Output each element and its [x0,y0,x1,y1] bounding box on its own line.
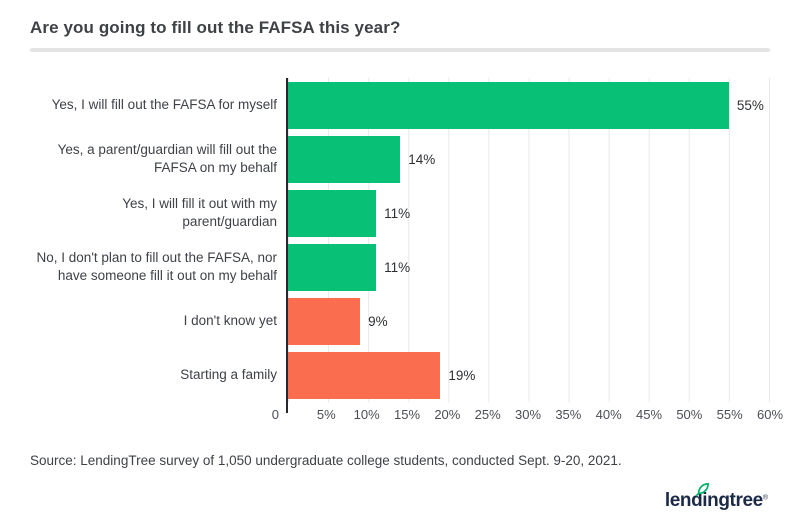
bar-row: 19% [288,348,769,402]
x-tick: 50% [676,407,703,422]
x-tick: 20% [434,407,461,422]
x-tick: 30% [514,407,542,422]
x-axis-ticks: 0 5% 10% 15% 20% 25% 30% 35% 40% 45% 50% 55% 60% [272,402,783,426]
title-divider [30,48,770,52]
x-tick: 10% [353,407,380,422]
category-label: Starting a family [180,367,277,383]
footer: lendingtree® [30,483,770,512]
plot-area: 55% 14% 11% 11% 9% 19% [286,78,770,402]
bar [288,297,361,345]
bar-row: 11% [288,240,769,294]
bar-value-label: 11% [384,205,411,221]
page-title: Are you going to fill out the FAFSA this… [30,18,401,37]
bar-row: 9% [288,294,769,348]
category-label: Yes, a parent/guardian will fill out the… [57,142,277,175]
x-tick: 0 [271,407,279,422]
bar [288,189,377,237]
trademark-symbol: ® [762,494,768,502]
category-label: Yes, I will fill it out with my parent/g… [122,196,277,229]
x-tick: 40% [595,407,622,422]
bar-value-label: 9% [368,313,388,329]
x-tick: 55% [716,407,743,422]
bar-chart: Yes, I will fill out the FAFSA for mysel… [30,78,783,426]
category-label: No, I don't plan to fill out the FAFSA, … [36,250,277,283]
bar-value-label: 55% [736,97,764,113]
category-label: Yes, I will fill out the FAFSA for mysel… [51,97,277,113]
bar-value-label: 11% [384,259,411,275]
category-label: I don't know yet [183,313,277,329]
bar [288,243,377,291]
lendingtree-logo: lendingtree® [664,483,768,512]
source-note: Source: LendingTree survey of 1,050 unde… [30,453,622,468]
category-labels-column: Yes, I will fill out the FAFSA for mysel… [30,78,286,426]
plot-column: 55% 14% 11% 11% 9% 19% 0 5% 10% 15% 20% 25% 30% 35% 4… [272,78,783,426]
x-tick: 35% [555,407,582,422]
logo-text: lendingtree [664,490,763,511]
bar-value-label: 19% [448,367,476,383]
bar [288,135,401,183]
x-tick: 25% [474,407,501,422]
bar-row: 14% [288,132,769,186]
bar [288,81,729,129]
x-tick: 5% [316,407,336,422]
bar [288,351,441,399]
x-tick: 15% [393,407,421,422]
leaf-icon [695,483,709,497]
bar-row: 11% [288,186,769,240]
x-tick: 60% [756,407,784,422]
x-tick: 45% [635,407,663,422]
bar-row: 55% [288,78,769,132]
bar-value-label: 14% [408,151,436,167]
